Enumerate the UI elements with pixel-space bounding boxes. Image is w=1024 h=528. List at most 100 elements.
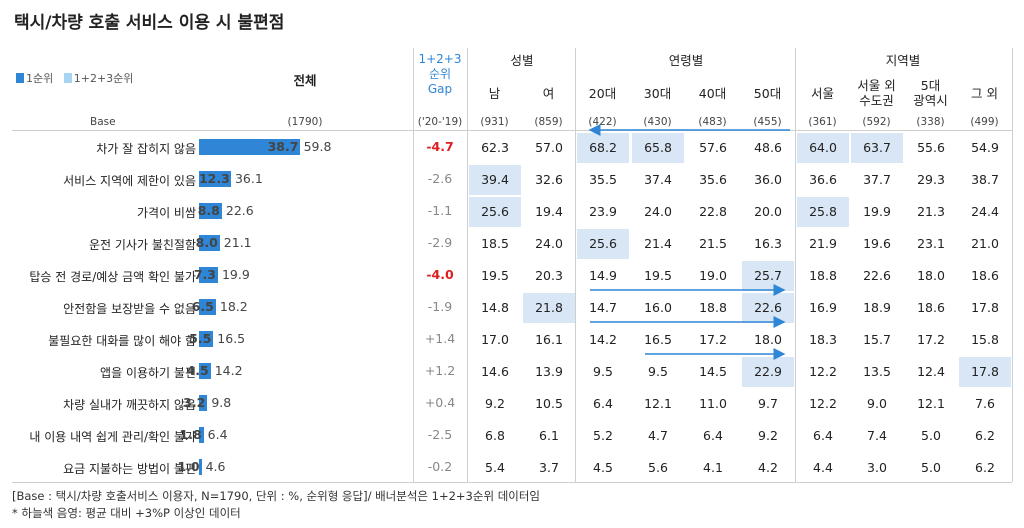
table-cell: 6.1 [539,428,559,443]
table-cell: 55.6 [917,140,945,155]
bar-label-rank123: 36.1 [234,171,263,186]
bar-rank1 [199,299,216,315]
table-cell: 35.6 [699,172,727,187]
table-cell: 16.5 [644,332,672,347]
base-cell: (931) [480,116,509,128]
table-cell: 36.0 [754,172,782,187]
footnote-highlight: * 하늘색 음영: 평균 대비 +3%P 이상인 데이터 [12,506,241,520]
column-header: 50대 [753,86,782,101]
gap-value: +0.4 [424,395,456,410]
grid-vertical-line [1012,48,1013,482]
table-cell: 14.7 [589,300,617,315]
bar-rank1 [199,395,208,411]
table-cell: 62.3 [481,140,509,155]
table-cell: 19.0 [699,268,727,283]
header-gap-line1: 1+2+3 [418,52,462,66]
table-cell: 15.7 [863,332,891,347]
base-cell: (499) [970,116,999,128]
bar-rank1 [199,203,222,219]
column-header: 남 [488,86,501,101]
table-cell: 4.4 [813,460,833,475]
table-cell: 19.4 [535,204,563,219]
table-cell: 18.8 [809,268,837,283]
column-header: 30대 [643,86,672,101]
row-label: 차량 실내가 깨끗하지 않음 [63,398,196,412]
grid-vertical-line [413,48,414,482]
legend-label-rank1: 1순위 [26,72,54,85]
table-cell: 16.9 [809,300,837,315]
table-cell: 24.4 [971,204,999,219]
table-cell: 23.9 [589,204,617,219]
grid-top-line [12,130,1012,131]
gap-value: -2.5 [427,427,453,442]
table-cell: 24.0 [535,236,563,251]
legend-swatch-rank123 [63,73,72,83]
table-cell: 25.6 [577,229,629,259]
table-cell: 14.5 [699,364,727,379]
table-cell: 64.0 [797,133,849,163]
bar-label-rank123: 16.5 [217,331,246,346]
table-cell: 57.6 [699,140,727,155]
header-total: 전체 [293,73,317,88]
column-header: 20대 [588,86,617,101]
gap-value: -4.7 [426,139,454,154]
bar-rank1 [199,459,202,475]
table-cell: 37.4 [644,172,672,187]
table-cell: 22.8 [699,204,727,219]
page-title: 택시/차량 호출 서비스 이용 시 불편점 [14,13,285,33]
table-cell: 4.2 [758,460,778,475]
bar-label-rank1: 8.8 [197,203,220,218]
table-cell: 9.5 [593,364,613,379]
column-header: 서울 [810,86,834,101]
table-cell: 23.1 [917,236,945,251]
table-cell: 5.4 [485,460,505,475]
column-header: 여 [542,86,555,101]
table-cell: 16.0 [644,300,672,315]
table-cell: 19.5 [644,268,672,283]
gap-value: +1.4 [424,331,456,346]
bar-label-rank1: 1.0 [177,459,200,474]
row-label: 가격이 비쌈 [136,206,196,220]
table-cell: 20.0 [754,204,782,219]
table-cell: 18.6 [971,268,999,283]
base-label: Base [90,116,116,128]
header-group-region: 지역별 [885,53,921,68]
table-cell: 6.2 [975,460,995,475]
table-cell: 6.4 [703,428,723,443]
bar-label-rank123: 19.9 [221,267,250,282]
table-cell: 17.2 [917,332,945,347]
bar-label-rank123: 59.8 [303,139,332,154]
gap-value: -2.6 [427,171,453,186]
table-cell: 13.9 [535,364,563,379]
bar-label-rank123: 22.6 [225,203,254,218]
table-cell: 4.5 [593,460,613,475]
table-cell: 9.7 [758,396,778,411]
table-cell: 19.6 [863,236,891,251]
base-cell: (592) [862,116,891,128]
bar-label-rank1: 3.2 [183,395,206,410]
table-cell: 24.0 [644,204,672,219]
bar-label-rank1: 1.8 [179,427,202,442]
row-label: 안전함을 보장받을 수 없음 [63,302,196,316]
table-cell: 9.2 [485,396,505,411]
table-cell: 6.4 [593,396,613,411]
bar-label-rank1: 5.5 [189,331,212,346]
bar-label-rank1: 12.3 [198,171,230,186]
table-cell: 5.0 [921,428,941,443]
legend-label-rank123: 1+2+3순위 [73,72,134,85]
bar-rank1 [199,235,220,251]
base-cell: (338) [916,116,945,128]
table-cell: 35.5 [589,172,617,187]
table-cell: 68.2 [577,133,629,163]
row-label: 내 이용 내역 쉽게 관리/확인 불가 [29,430,196,444]
table-cell: 25.6 [469,197,521,227]
table-cell: 48.6 [754,140,782,155]
table-cell: 4.1 [703,460,723,475]
table-cell: 18.5 [481,236,509,251]
header-group-gender: 성별 [510,53,534,68]
base-cell: (859) [534,116,563,128]
table-cell: 36.6 [809,172,837,187]
bar-rank1 [199,427,204,443]
grid-vertical-line [575,48,576,482]
table-cell: 32.6 [535,172,563,187]
